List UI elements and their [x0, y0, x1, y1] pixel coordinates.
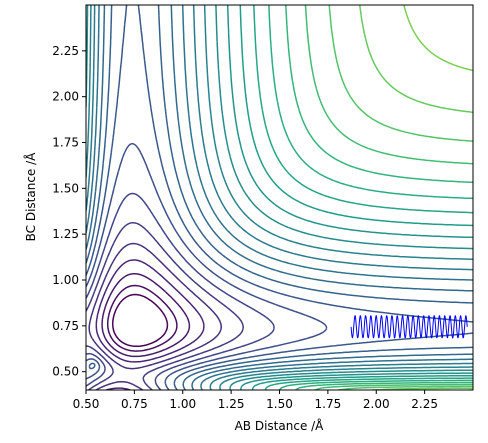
contour-level: [86, 5, 473, 390]
contour-level: [86, 221, 244, 390]
x-tick-label: 2.00: [363, 397, 390, 411]
contour-level: [359, 5, 473, 390]
x-tick-label: 1.50: [266, 397, 293, 411]
x-tick-label: 1.25: [218, 397, 245, 411]
y-tick-label: 1.25: [52, 227, 79, 241]
contour-level: [86, 5, 473, 390]
x-axis-label: AB Distance /Å: [235, 418, 325, 433]
contour-level: [253, 5, 473, 390]
contour-level: [86, 5, 473, 390]
x-tick-label: 0.50: [73, 397, 100, 411]
contour-level: [268, 5, 473, 390]
contour-level: [86, 192, 275, 390]
y-axis-label: BC Distance /Å: [23, 152, 38, 242]
x-tick-label: 0.75: [121, 397, 148, 411]
contour-level: [101, 272, 191, 358]
contour-level: [226, 5, 473, 390]
trajectory-line: [350, 314, 468, 339]
contour-level: [239, 5, 473, 390]
y-tick-label: 0.75: [52, 319, 79, 333]
y-tick-label: 1.50: [52, 181, 79, 195]
x-axis-ticks: 0.50 0.75 1.00 1.25 1.50 1.75 2.00 2.25: [73, 390, 438, 411]
y-tick-label: 0.50: [52, 365, 79, 379]
x-tick-label: 1.00: [169, 397, 196, 411]
x-tick-label: 2.25: [411, 397, 438, 411]
contour-level: [86, 5, 473, 390]
y-tick-label: 2.25: [52, 44, 79, 58]
contour-level: [403, 5, 473, 390]
contour-level: [106, 284, 178, 352]
contour-level: [86, 143, 328, 390]
contour-level: [86, 5, 473, 390]
x-tick-label: 1.75: [315, 397, 342, 411]
trajectory: [350, 314, 468, 339]
contour-level: [111, 293, 169, 348]
y-axis-ticks: 0.50 0.75 1.00 1.25 1.50 1.75 2.00 2.25: [52, 44, 86, 379]
y-tick-label: 2.00: [52, 90, 79, 104]
contour-level: [86, 5, 473, 390]
y-tick-label: 1.00: [52, 273, 79, 287]
plot-background: [86, 5, 473, 390]
y-tick-label: 1.75: [52, 136, 79, 150]
